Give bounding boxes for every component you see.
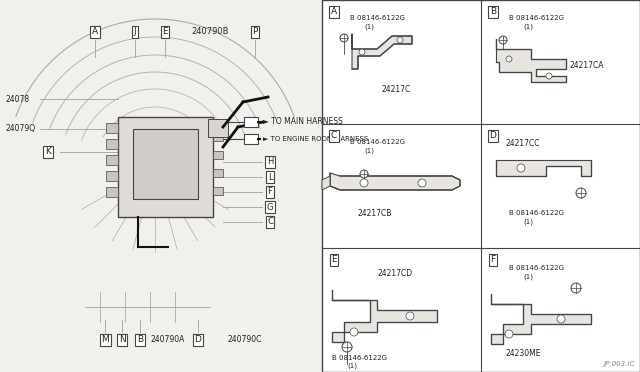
Circle shape	[505, 330, 513, 338]
Text: 24217CA: 24217CA	[569, 61, 604, 71]
Bar	[244, 134, 258, 144]
Text: 240790C: 240790C	[228, 336, 262, 344]
Circle shape	[571, 283, 581, 293]
Circle shape	[350, 328, 358, 336]
Circle shape	[418, 179, 426, 187]
Polygon shape	[491, 294, 591, 344]
Bar	[106, 187, 118, 197]
Text: B: B	[490, 7, 496, 16]
Text: 24230ME: 24230ME	[506, 350, 541, 359]
Text: B: B	[137, 336, 143, 344]
Text: N: N	[118, 336, 125, 344]
Bar	[106, 155, 118, 165]
Circle shape	[359, 49, 365, 55]
Text: C: C	[267, 218, 273, 227]
Bar	[208, 119, 228, 137]
Text: B 08146-6122G: B 08146-6122G	[509, 210, 564, 216]
Circle shape	[360, 170, 368, 178]
Text: (1): (1)	[523, 219, 533, 225]
Text: (1): (1)	[364, 148, 374, 154]
Text: H: H	[267, 157, 273, 167]
Text: J: J	[134, 28, 136, 36]
Text: 240790A: 240790A	[151, 336, 185, 344]
Text: (1): (1)	[364, 24, 374, 30]
Bar	[106, 123, 118, 133]
Text: (1): (1)	[523, 274, 533, 280]
Text: 24217CD: 24217CD	[377, 269, 412, 278]
Text: (1): (1)	[523, 24, 533, 30]
Circle shape	[499, 36, 507, 44]
Circle shape	[360, 179, 368, 187]
Text: M: M	[101, 336, 109, 344]
Bar	[213, 151, 223, 159]
Bar	[0, 0, 320, 372]
Bar	[106, 139, 118, 149]
Bar	[213, 133, 223, 141]
Text: F: F	[490, 256, 495, 264]
Circle shape	[557, 315, 565, 323]
Text: B 08146-6122G: B 08146-6122G	[350, 15, 405, 21]
Text: 24217C: 24217C	[382, 84, 412, 93]
Text: G: G	[267, 202, 273, 212]
Bar	[133, 129, 198, 199]
Text: D: D	[490, 131, 497, 141]
Text: B 08146-6122G: B 08146-6122G	[350, 139, 405, 145]
Circle shape	[406, 312, 414, 320]
Circle shape	[397, 37, 403, 43]
Circle shape	[517, 164, 525, 172]
Text: JP:003.IC: JP:003.IC	[604, 361, 635, 367]
Text: K: K	[45, 148, 51, 157]
Polygon shape	[496, 39, 566, 82]
Text: L: L	[268, 173, 272, 182]
Text: B 08146-6122G: B 08146-6122G	[509, 265, 564, 271]
Text: E: E	[162, 28, 168, 36]
Circle shape	[546, 73, 552, 79]
Text: C: C	[331, 131, 337, 141]
Circle shape	[340, 34, 348, 42]
Polygon shape	[330, 173, 460, 190]
Bar	[106, 171, 118, 181]
Text: A: A	[92, 28, 98, 36]
Polygon shape	[322, 176, 330, 190]
Bar	[244, 117, 258, 127]
Text: (1): (1)	[347, 363, 357, 369]
Text: 240790B: 240790B	[191, 28, 228, 36]
Bar	[213, 187, 223, 195]
Polygon shape	[496, 160, 591, 176]
Text: ► TO ENGINE ROOM HARNESS: ► TO ENGINE ROOM HARNESS	[263, 136, 368, 142]
Bar	[322, 0, 640, 372]
Text: F: F	[268, 187, 273, 196]
Text: A: A	[331, 7, 337, 16]
Text: ► TO MAIN HARNESS: ► TO MAIN HARNESS	[263, 118, 343, 126]
Circle shape	[506, 56, 512, 62]
Circle shape	[576, 188, 586, 198]
Text: 24079Q: 24079Q	[5, 125, 35, 134]
Bar	[118, 117, 213, 217]
Text: 24217CC: 24217CC	[506, 140, 541, 148]
Text: P: P	[252, 28, 258, 36]
Bar	[213, 169, 223, 177]
Text: 24078: 24078	[5, 94, 29, 103]
Text: 24217CB: 24217CB	[357, 208, 392, 218]
Text: E: E	[331, 256, 337, 264]
Polygon shape	[332, 290, 437, 342]
Text: B 08146-6122G: B 08146-6122G	[509, 15, 564, 21]
Circle shape	[342, 342, 352, 352]
Text: D: D	[195, 336, 202, 344]
Text: B 08146-6122G: B 08146-6122G	[332, 355, 387, 361]
Polygon shape	[352, 34, 412, 69]
